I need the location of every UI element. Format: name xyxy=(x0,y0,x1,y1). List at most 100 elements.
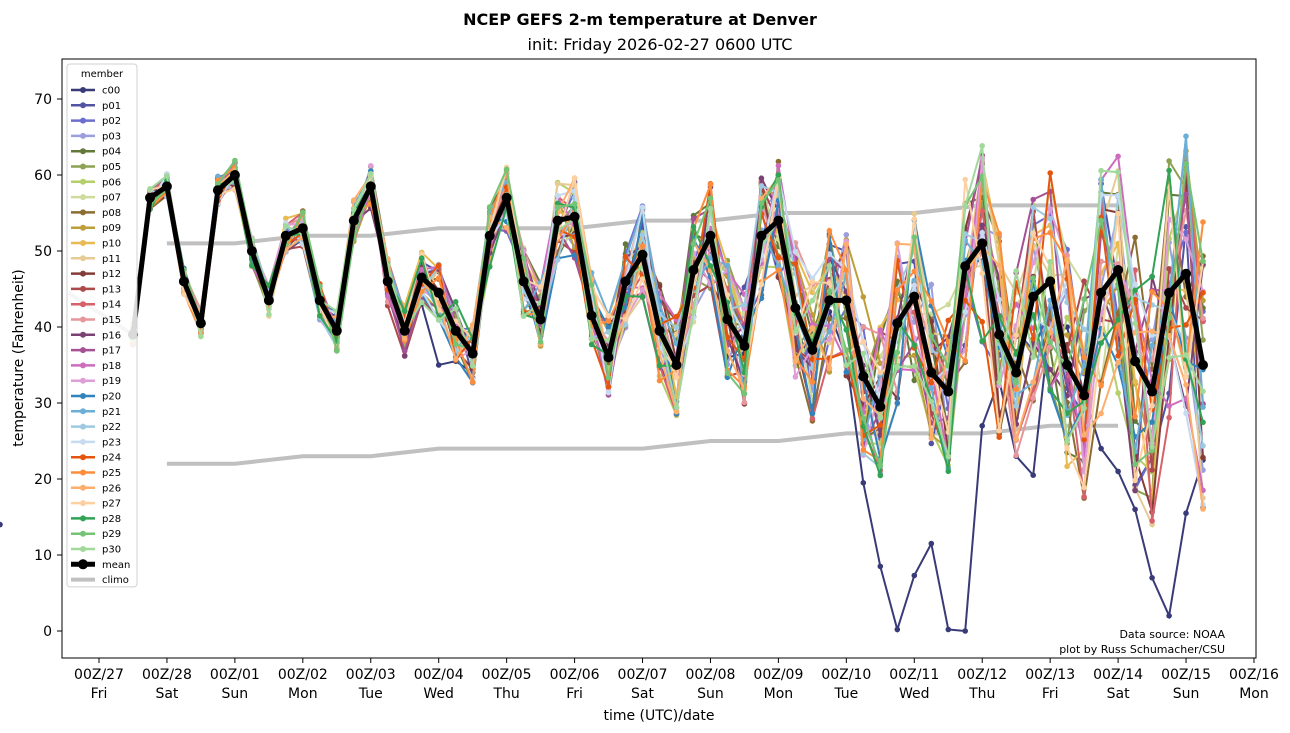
member-point-p29 xyxy=(724,370,731,377)
member-point-p19 xyxy=(1166,216,1172,223)
mean-point xyxy=(773,215,784,226)
member-point-p25 xyxy=(469,379,476,385)
legend-item-p27: p27 xyxy=(71,499,121,510)
member-point-p09 xyxy=(860,294,867,300)
member-point-p27 xyxy=(639,276,646,282)
x-tick-label: 00Z/11 xyxy=(889,667,939,683)
legend-marker-p05 xyxy=(80,163,86,170)
credit-note: plot by Russ Schumacher/CSU xyxy=(1059,643,1225,656)
member-point-p22 xyxy=(673,324,680,331)
member-point-p25 xyxy=(1149,289,1155,295)
member-point-p21 xyxy=(215,173,221,180)
member-point-p14 xyxy=(1132,267,1138,273)
member-point-p30 xyxy=(1200,388,1206,395)
mean-point xyxy=(535,314,546,325)
legend-label-p29: p29 xyxy=(102,529,121,540)
legend-label-p22: p22 xyxy=(102,422,121,433)
member-point-p28 xyxy=(639,293,646,300)
member-point-p30 xyxy=(351,206,357,213)
member-point-p27 xyxy=(962,176,968,183)
member-point-p29 xyxy=(215,181,221,187)
legend-item-p04: p04 xyxy=(71,147,121,158)
legend-item-p10: p10 xyxy=(71,239,121,250)
legend-marker-p21 xyxy=(80,408,86,415)
legend-item-p19: p19 xyxy=(71,376,121,387)
legend-marker-p18 xyxy=(80,362,86,369)
x-tick-label: 00Z/08 xyxy=(685,667,735,683)
mean-point xyxy=(756,230,767,241)
x-tick-day-label: Wed xyxy=(899,686,930,702)
member-point-p26 xyxy=(673,408,680,415)
legend-label-p05: p05 xyxy=(102,162,121,173)
legend-marker-p16 xyxy=(80,331,86,338)
legend-marker-p06 xyxy=(80,178,86,185)
legend-item-p09: p09 xyxy=(71,223,121,234)
member-point-p30 xyxy=(928,398,935,405)
member-point-p30 xyxy=(860,350,867,357)
legend: member c00 p01 p02 p03 p04 p05 p06 p07 p08 p09 p10 p… xyxy=(66,63,138,588)
legend-marker-p15 xyxy=(80,316,86,323)
member-point-p21 xyxy=(1183,133,1189,139)
member-point-p28 xyxy=(843,327,850,333)
member-point-p09 xyxy=(1064,332,1070,338)
member-point-p14 xyxy=(979,208,985,214)
member-point-c00 xyxy=(0,521,3,528)
member-point-p25 xyxy=(928,298,935,304)
member-point-p17 xyxy=(1183,191,1189,198)
member-point-p27 xyxy=(622,316,629,322)
legend-item-p13: p13 xyxy=(71,284,121,295)
x-tick-label: 00Z/15 xyxy=(1161,667,1211,683)
member-point-p26 xyxy=(1064,256,1070,263)
member-point-c00 xyxy=(911,572,918,579)
x-tick-day-label: Sat xyxy=(631,686,654,702)
member-point-c00 xyxy=(979,423,985,429)
legend-marker-p24 xyxy=(80,454,86,461)
member-point-p29 xyxy=(741,391,748,397)
member-point-p10 xyxy=(1064,463,1070,470)
member-point-p30 xyxy=(266,311,272,318)
mean-point xyxy=(569,211,580,222)
legend-label-p19: p19 xyxy=(102,376,121,387)
member-point-p15 xyxy=(1030,395,1036,402)
member-point-p20 xyxy=(843,369,850,375)
member-point-p22 xyxy=(622,322,629,328)
mean-point xyxy=(1198,360,1208,370)
member-point-p25 xyxy=(435,275,442,281)
x-tick-day-label: Sun xyxy=(697,686,724,702)
x-tick-label: 00Z/07 xyxy=(618,667,668,683)
member-point-p28 xyxy=(588,341,595,348)
member-point-p25 xyxy=(656,377,663,384)
member-point-p27 xyxy=(537,284,544,290)
member-point-p29 xyxy=(758,200,765,207)
member-point-p22 xyxy=(1047,215,1053,222)
legend-item-p02: p02 xyxy=(71,116,121,127)
mean-point xyxy=(212,185,223,196)
legend-label-p21: p21 xyxy=(102,407,121,418)
legend-label-p08: p08 xyxy=(102,208,121,219)
mean-point xyxy=(1079,390,1090,401)
mean-point xyxy=(1130,356,1141,367)
member-point-p21 xyxy=(1081,362,1087,369)
legend-label-p07: p07 xyxy=(102,193,121,204)
member-point-c00 xyxy=(1183,510,1189,516)
member-point-p24 xyxy=(1047,170,1053,176)
member-point-p27 xyxy=(758,281,765,288)
y-tick-label: 20 xyxy=(34,472,52,488)
mean-point xyxy=(399,325,410,336)
member-point-p18 xyxy=(1115,153,1121,160)
mean-point xyxy=(382,276,393,287)
x-tick-label: 00Z/01 xyxy=(210,667,260,683)
member-point-p13 xyxy=(1149,467,1155,473)
member-point-p25 xyxy=(1081,354,1087,361)
member-point-p26 xyxy=(996,262,1002,269)
legend-label-p18: p18 xyxy=(102,361,121,372)
member-point-c00 xyxy=(1115,468,1121,475)
x-tick-day-label: Mon xyxy=(1239,686,1269,702)
mean-point xyxy=(620,276,631,287)
member-point-p18 xyxy=(775,162,782,169)
member-point-p23 xyxy=(1115,192,1121,199)
x-tick-label: 00Z/03 xyxy=(346,667,396,683)
member-point-p25 xyxy=(809,379,816,385)
legend-marker-p04 xyxy=(80,148,86,155)
x-tick-day-label: Thu xyxy=(492,686,519,702)
